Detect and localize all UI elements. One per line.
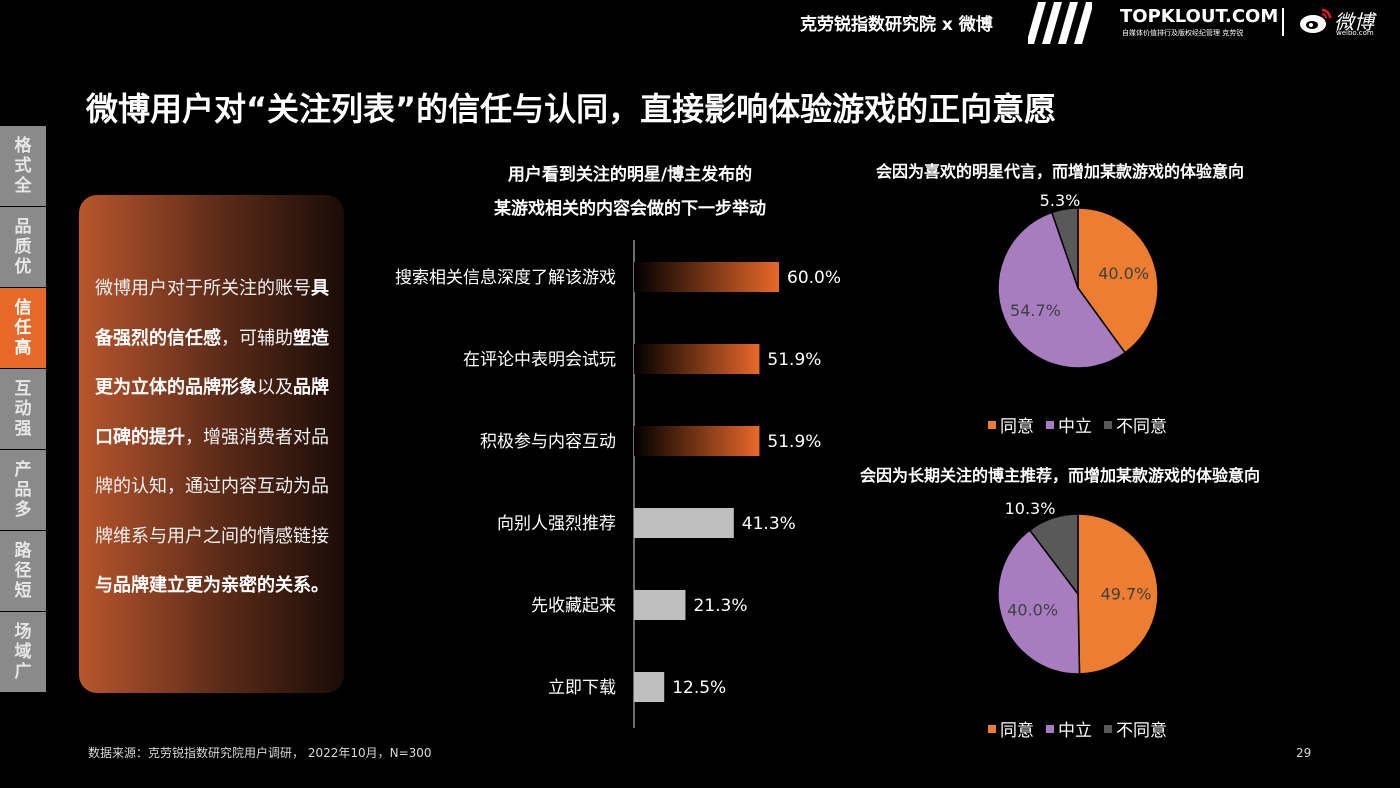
pie-value-label: 5.3%	[1040, 191, 1081, 210]
pie-value-label: 49.7%	[1101, 585, 1152, 604]
pie-value-label: 10.3%	[1005, 499, 1056, 518]
legend-label: 不同意	[1116, 417, 1167, 437]
header-divider	[1282, 8, 1284, 36]
bar-category-label: 立即下载	[548, 678, 616, 698]
summary-emphasis: 塑造更为立体的品牌形象	[95, 327, 329, 399]
legend-swatch	[1046, 724, 1054, 733]
legend-item: 不同意	[1104, 716, 1167, 741]
legend-swatch	[988, 420, 996, 429]
pie-slice-0	[1077, 513, 1159, 675]
bar-title-line: 某游戏相关的内容会做的下一步举动	[494, 199, 766, 219]
side-tabs: 格式全品质优信任高互动强产品多路径短场域广	[0, 126, 46, 693]
summary-segment: ，增强消费者对品牌的认知，通过内容互动为品牌维系与用户之间的情感链接	[95, 426, 329, 547]
bar-2	[634, 426, 760, 456]
pie-value-label: 40.0%	[1007, 601, 1058, 620]
legend-item: 同意	[988, 412, 1034, 437]
legend-swatch	[1104, 724, 1112, 733]
tab-label: 品质优	[14, 217, 32, 277]
legend-label: 同意	[1000, 721, 1034, 741]
data-source-note: 数据来源：克劳锐指数研究院用户调研， 2022年10月，N=300	[88, 746, 432, 760]
legend-item: 同意	[988, 716, 1034, 741]
bar-category-label: 向别人强烈推荐	[497, 514, 616, 534]
bar-chart-title: 用户看到关注的明星/博主发布的 某游戏相关的内容会做的下一步举动	[420, 158, 840, 226]
legend-item: 中立	[1046, 716, 1092, 741]
bar-category-label: 先收藏起来	[531, 596, 616, 616]
bar-value-label: 41.3%	[742, 514, 796, 534]
tab-6[interactable]: 场域广	[0, 612, 46, 692]
tab-2[interactable]: 信任高	[0, 288, 46, 368]
pie2-chart: 49.7% 40.0% 10.3%	[997, 499, 1159, 675]
summary-emphasis: 具备强烈的信任感	[95, 278, 329, 349]
bar-category-label: 积极参与内容互动	[480, 432, 616, 452]
pie1-title: 会因为喜欢的明星代言，而增加某款游戏的体验意向	[876, 162, 1245, 181]
bar-0	[634, 262, 779, 292]
legend-label: 中立	[1058, 721, 1092, 741]
pie-slice-0	[1077, 207, 1159, 354]
summary-emphasis: 与品牌建立更为亲密的关系。	[95, 575, 329, 596]
pie-value-label: 40.0%	[1098, 264, 1149, 283]
page-number: 29	[1296, 746, 1312, 760]
summary-segment: 以及	[257, 377, 293, 398]
summary-panel	[79, 195, 344, 693]
legend-label: 中立	[1058, 417, 1092, 437]
legend-label: 不同意	[1116, 721, 1167, 741]
topklout-logo: TOPKLOUT.COM	[1120, 6, 1279, 27]
brand-title: 克劳锐指数研究院 x 微博	[800, 15, 993, 35]
weibo-domain: weibo.com	[1336, 29, 1374, 37]
pie1-legend: 同意 中立 不同意	[988, 412, 1167, 437]
legend-item: 中立	[1046, 412, 1092, 437]
tab-label: 路径短	[14, 541, 32, 601]
pie-value-label: 54.7%	[1010, 301, 1061, 320]
bar-title-line: 用户看到关注的明星/博主发布的	[507, 165, 753, 185]
pie-slice-2	[1028, 513, 1079, 597]
bar-category-label: 搜索相关信息深度了解该游戏	[395, 268, 616, 288]
tab-5[interactable]: 路径短	[0, 531, 46, 611]
summary-segment: ，可辅助	[221, 327, 293, 349]
bar-value-label: 51.9%	[767, 432, 821, 452]
bar-value-label: 60.0%	[787, 268, 841, 288]
pie-slice-1	[997, 529, 1081, 675]
pie-slice-1	[997, 211, 1127, 369]
pie2-legend: 同意 中立 不同意	[988, 716, 1167, 741]
tab-label: 场域广	[14, 622, 32, 682]
summary-text: 微博用户对于所关注的账号具备强烈的信任感，可辅助塑造更为立体的品牌形象以及品牌口…	[95, 264, 340, 611]
bar-value-label: 21.3%	[693, 596, 747, 616]
legend-swatch	[1046, 420, 1054, 429]
bar-chart: 搜索相关信息深度了解该游戏 60.0% 在评论中表明会试玩 51.9% 积极参与内容互动…	[395, 240, 841, 728]
tab-3[interactable]: 互动强	[0, 369, 46, 449]
weibo-logo-icon	[1300, 8, 1332, 33]
bar-5	[634, 672, 665, 702]
bar-value-label: 51.9%	[767, 350, 821, 370]
pie2-title: 会因为长期关注的博主推荐，而增加某款游戏的体验意向	[860, 466, 1261, 485]
legend-swatch	[1104, 420, 1112, 429]
bar-4	[634, 590, 686, 620]
legend-swatch	[988, 724, 996, 733]
legend-item: 不同意	[1104, 412, 1167, 437]
bar-3	[634, 508, 734, 538]
tab-4[interactable]: 产品多	[0, 450, 46, 530]
legend-label: 同意	[1000, 417, 1034, 437]
tab-label: 互动强	[14, 379, 32, 439]
stripes-logo-icon	[1028, 2, 1092, 44]
tab-label: 产品多	[14, 460, 32, 520]
pie-slice-2	[1050, 207, 1079, 289]
summary-segment: 微博用户对于所关注的账号	[95, 278, 311, 299]
tab-0[interactable]: 格式全	[0, 126, 46, 206]
tab-1[interactable]: 品质优	[0, 207, 46, 287]
bar-value-label: 12.5%	[672, 678, 726, 698]
tab-label: 格式全	[14, 136, 32, 196]
bar-1	[634, 344, 760, 374]
weibo-wordmark: 微博	[1334, 10, 1374, 34]
topklout-tagline: 自媒体价值排行及版权经纪管理 克劳锐	[1122, 29, 1244, 37]
page-title: 微博用户对“关注列表”的信任与认同，直接影响体验游戏的正向意愿	[86, 90, 1057, 128]
tab-label: 信任高	[14, 298, 32, 358]
summary-emphasis: 品牌口碑的提升	[95, 377, 329, 448]
bar-category-label: 在评论中表明会试玩	[463, 350, 616, 370]
pie1-chart: 40.0% 54.7% 5.3%	[997, 191, 1159, 369]
